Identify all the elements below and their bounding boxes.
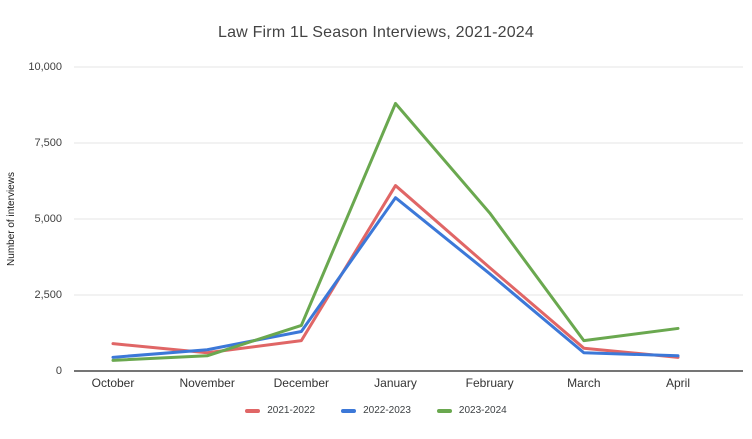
y-tick-label-2,500: 2,500	[34, 289, 62, 301]
legend-label-2022-2023: 2022-2023	[363, 405, 411, 416]
series-line-2022-2023	[111, 196, 680, 359]
y-tick-label-10,000: 10,000	[28, 61, 62, 73]
legend: 2021-2022 2022-2023 2023-2024	[0, 403, 752, 418]
x-tick-label-december: December	[273, 376, 329, 390]
x-tick-label-january: January	[374, 376, 417, 390]
y-tick-label-5,000: 5,000	[34, 213, 62, 225]
x-tick-label-february: February	[465, 376, 514, 390]
legend-swatch-2021-2022	[245, 408, 261, 413]
legend-item-2022-2023: 2022-2023	[341, 405, 411, 416]
y-tick-label-0: 0	[55, 365, 62, 377]
chart-title: Law Firm 1L Season Interviews, 2021-2024	[217, 24, 534, 41]
legend-item-2023-2024: 2023-2024	[436, 405, 507, 416]
series-line-2021-2022	[111, 184, 680, 359]
legend-label-2021-2022: 2021-2022	[267, 405, 316, 416]
y-tick-label-7,500: 7,500	[34, 137, 62, 149]
legend-swatch-2023-2024	[436, 408, 452, 413]
x-tick-label-november: November	[179, 376, 235, 390]
series-line-2023-2024	[111, 101, 680, 362]
legend-item-2021-2022: 2021-2022	[245, 405, 315, 416]
x-tick-label-april: April	[665, 376, 690, 390]
legend-label-2023-2024: 2023-2024	[458, 405, 507, 416]
x-tick-label-october: October	[91, 376, 135, 390]
legend-swatch-2022-2023	[341, 408, 357, 413]
x-tick-label-march: March	[567, 376, 601, 390]
